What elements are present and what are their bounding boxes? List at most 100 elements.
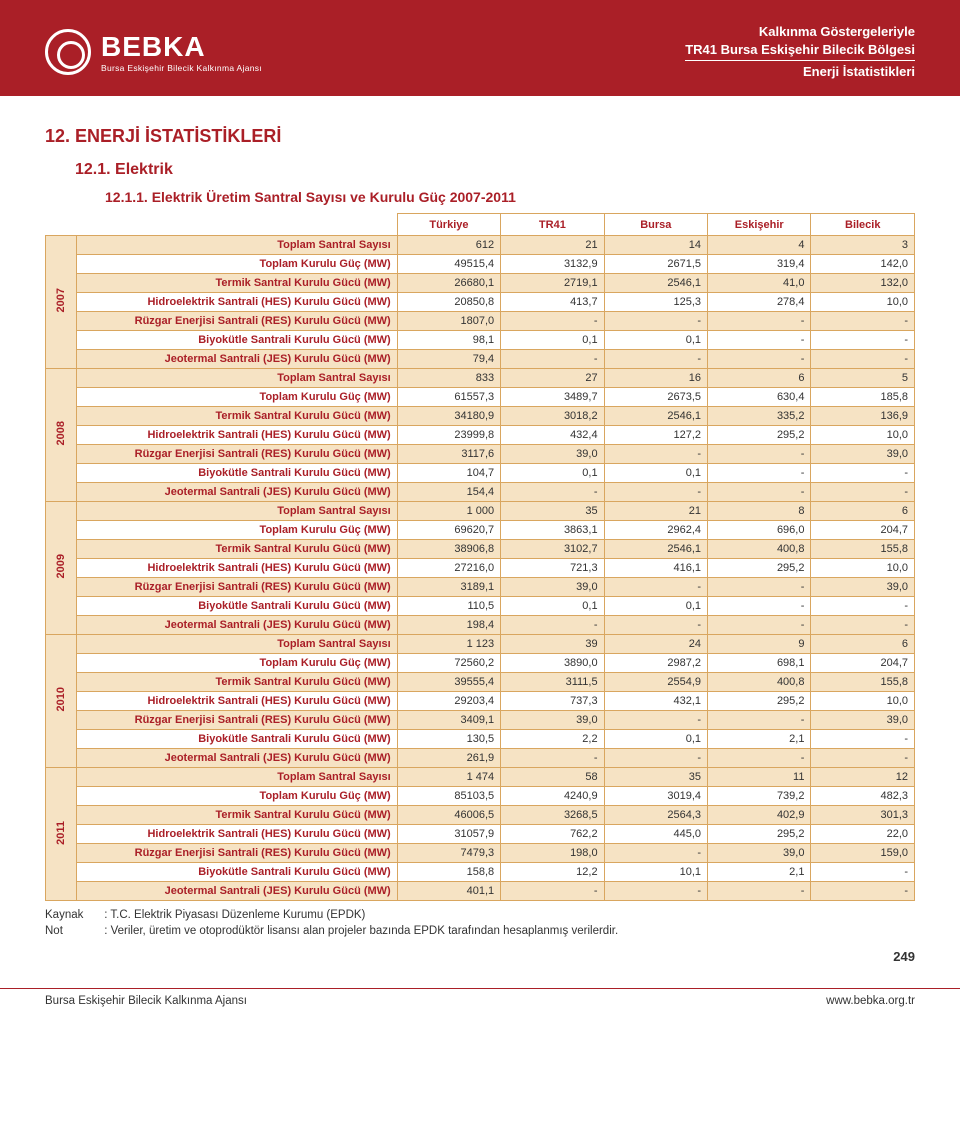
data-cell: 2987,2 — [604, 654, 707, 673]
data-cell: 401,1 — [397, 882, 500, 901]
row-label: Hidroelektrik Santrali (HES) Kurulu Gücü… — [77, 293, 398, 312]
data-cell: - — [811, 863, 915, 882]
row-label: Rüzgar Enerjisi Santrali (RES) Kurulu Gü… — [77, 312, 398, 331]
table-row: Biyokütle Santrali Kurulu Gücü (MW)110,5… — [46, 597, 915, 616]
header-line-2: TR41 Bursa Eskişehir Bilecik Bölgesi — [685, 41, 915, 59]
data-cell: 155,8 — [811, 540, 915, 559]
data-cell: 29203,4 — [397, 692, 500, 711]
data-cell: 6 — [811, 635, 915, 654]
logo-text: BEBKA Bursa Eskişehir Bilecik Kalkınma A… — [101, 31, 262, 73]
row-label: Biyokütle Santrali Kurulu Gücü (MW) — [77, 331, 398, 350]
data-cell: - — [708, 597, 811, 616]
data-cell: - — [811, 464, 915, 483]
data-cell: 10,0 — [811, 692, 915, 711]
data-cell: 3863,1 — [501, 521, 604, 540]
table-row: Jeotermal Santrali (JES) Kurulu Gücü (MW… — [46, 882, 915, 901]
table-row: Rüzgar Enerjisi Santrali (RES) Kurulu Gü… — [46, 844, 915, 863]
page-number: 249 — [0, 949, 960, 968]
data-cell: 10,0 — [811, 426, 915, 445]
data-cell: 1 000 — [397, 502, 500, 521]
data-cell: 833 — [397, 369, 500, 388]
data-cell: 198,0 — [501, 844, 604, 863]
data-cell: 416,1 — [604, 559, 707, 578]
note-text: : Veriler, üretim ve otoprodüktör lisans… — [104, 925, 618, 937]
table-row: Hidroelektrik Santrali (HES) Kurulu Gücü… — [46, 293, 915, 312]
row-label: Hidroelektrik Santrali (HES) Kurulu Gücü… — [77, 692, 398, 711]
data-cell: - — [811, 616, 915, 635]
data-cell: 10,1 — [604, 863, 707, 882]
table-row: Hidroelektrik Santrali (HES) Kurulu Gücü… — [46, 426, 915, 445]
data-cell: - — [708, 616, 811, 635]
data-cell: 762,2 — [501, 825, 604, 844]
data-cell: - — [811, 730, 915, 749]
data-cell: 21 — [604, 502, 707, 521]
table-row: Toplam Kurulu Güç (MW)69620,73863,12962,… — [46, 521, 915, 540]
data-cell: 6 — [811, 502, 915, 521]
row-label: Termik Santral Kurulu Gücü (MW) — [77, 673, 398, 692]
data-cell: 721,3 — [501, 559, 604, 578]
row-label: Toplam Santral Sayısı — [77, 236, 398, 255]
page-content: 12. ENERJİ İSTATİSTİKLERİ 12.1. Elektrik… — [0, 96, 960, 949]
data-cell: 696,0 — [708, 521, 811, 540]
table-row: Toplam Kurulu Güç (MW)61557,33489,72673,… — [46, 388, 915, 407]
row-label: Biyokütle Santrali Kurulu Gücü (MW) — [77, 597, 398, 616]
data-cell: - — [604, 312, 707, 331]
table-row: Rüzgar Enerjisi Santrali (RES) Kurulu Gü… — [46, 312, 915, 331]
table-row: Hidroelektrik Santrali (HES) Kurulu Gücü… — [46, 559, 915, 578]
data-cell: 21 — [501, 236, 604, 255]
source-line: Kaynak : T.C. Elektrik Piyasası Düzenlem… — [45, 907, 915, 923]
row-label: Rüzgar Enerjisi Santrali (RES) Kurulu Gü… — [77, 711, 398, 730]
data-cell: 2,2 — [501, 730, 604, 749]
row-label: Toplam Santral Sayısı — [77, 768, 398, 787]
subsection-heading: 12.1. Elektrik — [75, 161, 915, 179]
data-cell: 39,0 — [811, 578, 915, 597]
data-cell: - — [604, 844, 707, 863]
table-row: Jeotermal Santrali (JES) Kurulu Gücü (MW… — [46, 350, 915, 369]
data-cell: 3189,1 — [397, 578, 500, 597]
data-cell: 155,8 — [811, 673, 915, 692]
data-cell: 432,4 — [501, 426, 604, 445]
data-cell: 158,8 — [397, 863, 500, 882]
header-line-1: Kalkınma Göstergeleriyle — [685, 23, 915, 41]
header-titles: Kalkınma Göstergeleriyle TR41 Bursa Eski… — [685, 23, 915, 81]
data-cell: 204,7 — [811, 654, 915, 673]
data-cell: 445,0 — [604, 825, 707, 844]
data-cell: 4 — [708, 236, 811, 255]
data-cell: 61557,3 — [397, 388, 500, 407]
data-cell: 0,1 — [501, 331, 604, 350]
table-row: Rüzgar Enerjisi Santrali (RES) Kurulu Gü… — [46, 445, 915, 464]
row-label: Toplam Santral Sayısı — [77, 635, 398, 654]
data-cell: 2,1 — [708, 730, 811, 749]
data-cell: - — [811, 350, 915, 369]
data-cell: 335,2 — [708, 407, 811, 426]
data-cell: 261,9 — [397, 749, 500, 768]
data-cell: - — [604, 350, 707, 369]
year-cell: 2009 — [46, 502, 77, 635]
data-cell: - — [501, 882, 604, 901]
data-cell: 0,1 — [501, 597, 604, 616]
section-heading: 12. ENERJİ İSTATİSTİKLERİ — [45, 126, 915, 147]
data-cell: 1807,0 — [397, 312, 500, 331]
data-cell: 3019,4 — [604, 787, 707, 806]
table-title: 12.1.1. Elektrik Üretim Santral Sayısı v… — [105, 189, 915, 205]
data-cell: 159,0 — [811, 844, 915, 863]
data-cell: 3890,0 — [501, 654, 604, 673]
row-label: Rüzgar Enerjisi Santrali (RES) Kurulu Gü… — [77, 445, 398, 464]
year-cell: 2011 — [46, 768, 77, 901]
data-cell: 295,2 — [708, 559, 811, 578]
table-row: 2011Toplam Santral Sayısı1 47458351112 — [46, 768, 915, 787]
table-row: 2007Toplam Santral Sayısı612211443 — [46, 236, 915, 255]
data-cell: 23999,8 — [397, 426, 500, 445]
table-row: Hidroelektrik Santrali (HES) Kurulu Gücü… — [46, 692, 915, 711]
data-cell: 110,5 — [397, 597, 500, 616]
data-cell: - — [604, 578, 707, 597]
data-cell: 6 — [708, 369, 811, 388]
data-cell: 46006,5 — [397, 806, 500, 825]
row-label: Hidroelektrik Santrali (HES) Kurulu Gücü… — [77, 426, 398, 445]
data-cell: 39,0 — [501, 445, 604, 464]
data-cell: 3102,7 — [501, 540, 604, 559]
year-cell: 2007 — [46, 236, 77, 369]
row-label: Biyokütle Santrali Kurulu Gücü (MW) — [77, 730, 398, 749]
data-cell: 39,0 — [501, 711, 604, 730]
data-cell: - — [708, 331, 811, 350]
